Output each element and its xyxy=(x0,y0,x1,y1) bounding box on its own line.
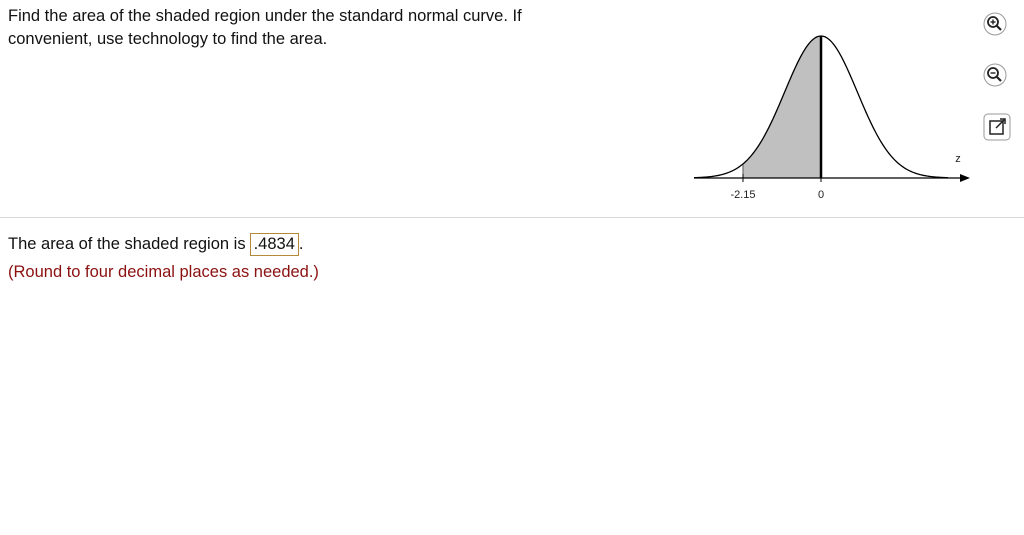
question-line: convenient, use technology to find the a… xyxy=(8,30,328,48)
axis-arrow xyxy=(960,174,970,182)
answer-note: (Round to four decimal places as needed.… xyxy=(8,263,319,281)
answer-input[interactable]: .4834 xyxy=(249,233,299,256)
normal-curve xyxy=(693,35,949,179)
axis-label: z xyxy=(955,153,961,165)
zoom-out-button[interactable] xyxy=(983,63,1007,87)
zoom-in-button[interactable] xyxy=(983,12,1007,36)
answer-prefix: The area of the shaded region is xyxy=(8,235,246,253)
tick-label: -2.15 xyxy=(730,189,755,201)
graph: z -2.15 0 xyxy=(693,12,1011,201)
separator xyxy=(0,217,1024,218)
tick-label: 0 xyxy=(818,189,824,201)
question-line: Find the area of the shaded region under… xyxy=(8,7,522,25)
answer-line: The area of the shaded region is .4834. xyxy=(8,233,303,256)
popout-button[interactable] xyxy=(983,113,1011,141)
shaded-region xyxy=(742,36,821,178)
answer-suffix: . xyxy=(298,235,304,253)
